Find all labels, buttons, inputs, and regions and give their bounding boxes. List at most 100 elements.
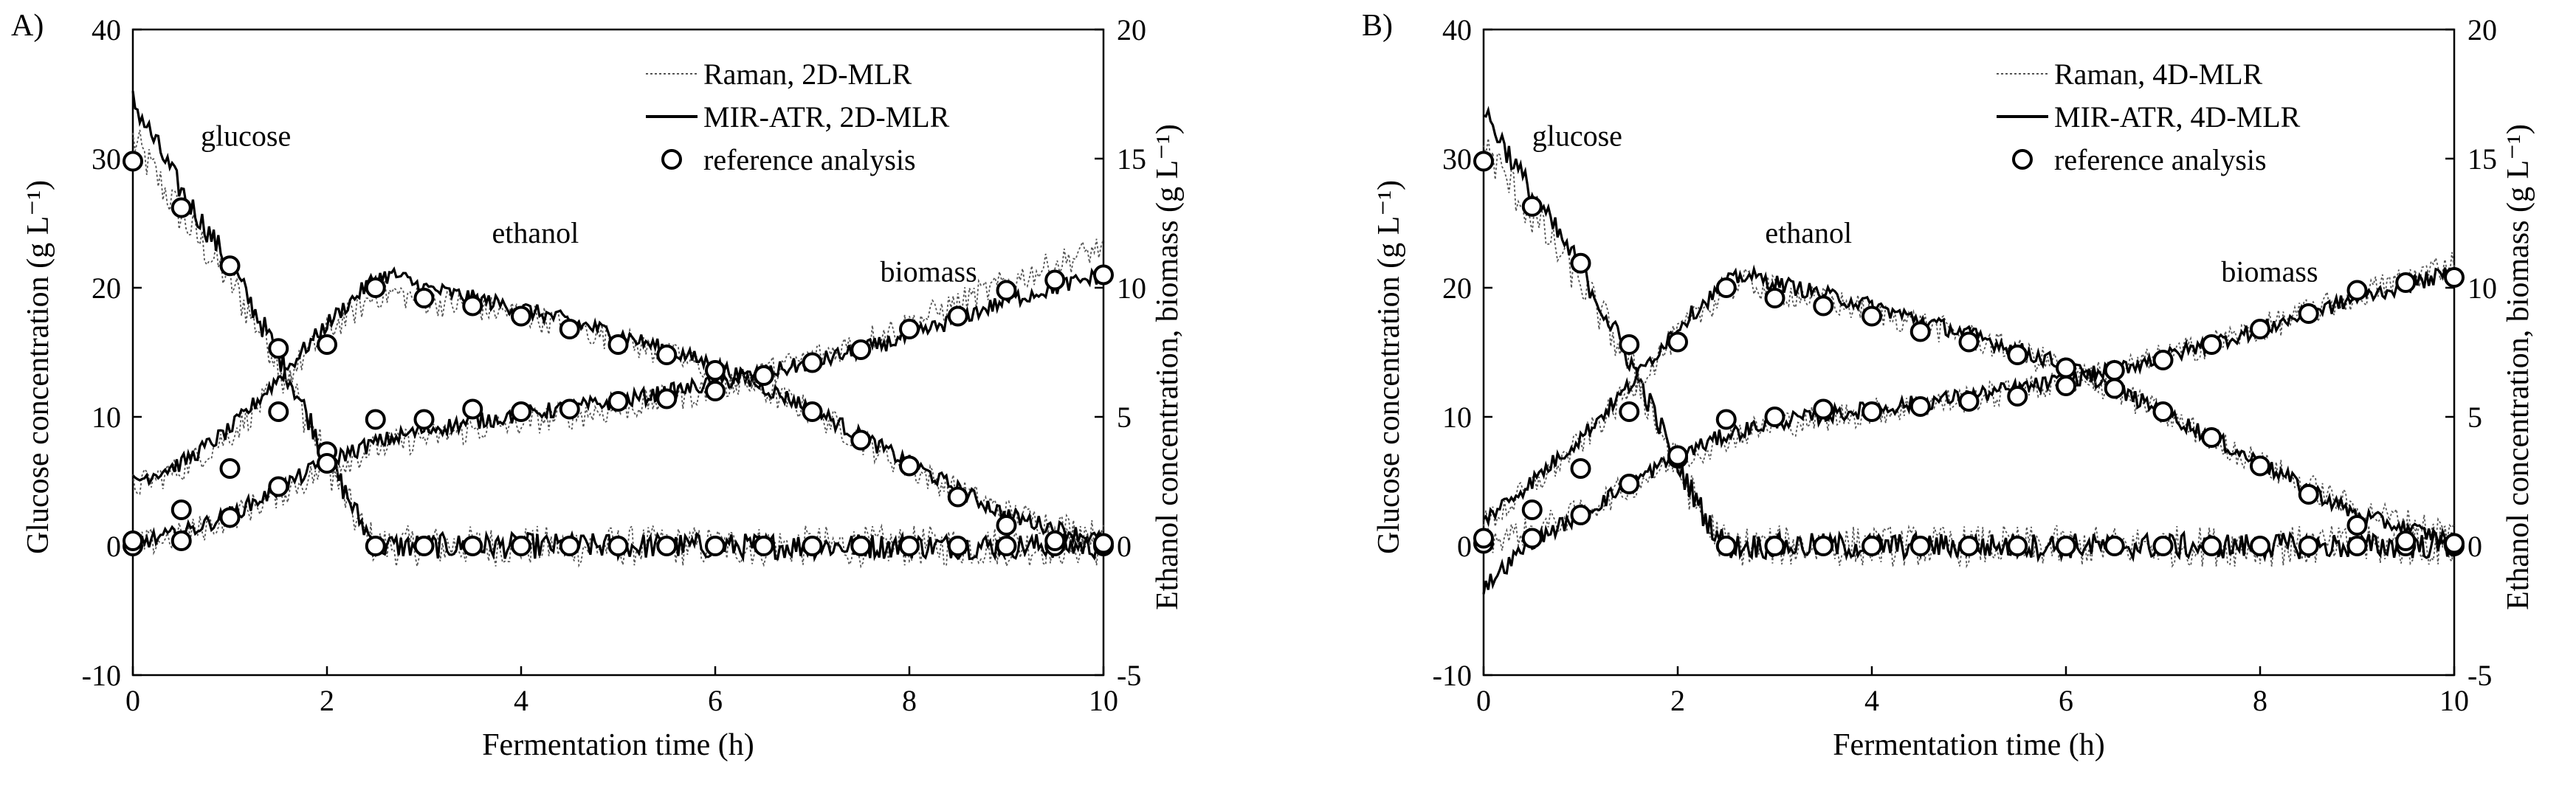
glucose-reference-point — [123, 151, 143, 172]
biomass-reference-point — [413, 409, 435, 430]
y-right-tick-label: -5 — [1117, 659, 1141, 692]
ethanol-reference-point — [511, 305, 531, 327]
glucose-reference-point — [996, 536, 1017, 556]
biomass-reference-point — [899, 319, 920, 339]
ethanol-reference-point — [899, 455, 920, 477]
legend: Raman, 2D-MLR MIR-ATR, 2D-MLR reference an… — [646, 58, 950, 176]
y-left-tick-label: 20 — [92, 272, 121, 305]
biomass-reference-point — [1958, 391, 1980, 412]
panel-label: B) — [1362, 9, 1393, 43]
biomass-reference-point — [2104, 360, 2125, 381]
biomass-reference-point — [1093, 264, 1114, 286]
glucose-reference-point — [171, 197, 192, 218]
biomass-reference-point — [511, 401, 531, 422]
y-right-tick-label: 20 — [1117, 13, 1146, 46]
ethanol-reference-point — [2250, 455, 2270, 477]
x-tick-label: 0 — [1476, 684, 1491, 717]
biomass-reference-point — [753, 365, 774, 386]
y-right-tick-label: 5 — [1117, 401, 1132, 434]
glucose-reference-point — [2250, 536, 2270, 556]
legend-mir-atr-label: MIR-ATR, 4D-MLR — [2054, 100, 2301, 134]
glucose-reference-point — [850, 536, 872, 556]
y-right-tick-label: 20 — [2467, 13, 2497, 46]
legend-reference-label: reference analysis — [2054, 143, 2267, 176]
x-axis-title: Fermentation time (h) — [1833, 728, 2105, 762]
biomass-reference-point — [171, 530, 192, 551]
biomass-reference-point — [462, 398, 483, 420]
glucose-raman-line — [132, 129, 1104, 569]
ethanol-reference-point — [1764, 288, 1785, 308]
ethanol-reference-point — [559, 319, 580, 339]
biomass-reference-point — [1813, 398, 1834, 420]
glucose-reference-point — [2152, 536, 2174, 556]
glucose-reference-point — [705, 536, 726, 556]
legend: Raman, 4D-MLR MIR-ATR, 4D-MLR reference an… — [1997, 58, 2301, 176]
ethanol-reference-point — [1044, 530, 1066, 551]
ethanol-reference-point — [2056, 357, 2076, 378]
y-left-tick-label: -10 — [82, 659, 121, 692]
ethanol-reference-point — [1619, 401, 1640, 422]
ethanol-reference-point — [2444, 533, 2465, 554]
plot-frame — [131, 28, 1105, 677]
y-right-tick-label: 15 — [1117, 142, 1146, 176]
glucose-reference-point — [1958, 536, 1980, 556]
glucose-reference-point — [899, 536, 920, 556]
glucose-reference-point — [1909, 536, 1931, 556]
ethanol-reference-point — [317, 334, 337, 355]
biomass-reference-point — [850, 339, 872, 360]
biomass-reference-point — [2201, 334, 2222, 355]
glucose-reference-point — [2104, 536, 2125, 556]
ethanol-reference-point — [413, 288, 435, 308]
biomass-reference-point — [219, 507, 241, 528]
glucose-reference-point — [1521, 196, 1543, 217]
ethanol-reference-point — [1958, 331, 1980, 353]
glucose-reference-point — [2007, 536, 2028, 556]
biomass-reference-point — [656, 388, 678, 409]
x-tick-label: 8 — [902, 684, 917, 717]
ethanol-reference-point — [1909, 321, 1931, 342]
annotation-glucose: glucose — [201, 120, 291, 153]
x-tick-label: 10 — [2439, 684, 2469, 717]
annotation-glucose: glucose — [1532, 120, 1622, 153]
y-left-axis-title: Glucose concentration (g L⁻¹) — [1372, 180, 1406, 554]
biomass-reference-point — [1619, 474, 1640, 494]
x-tick-label: 4 — [1864, 684, 1879, 717]
ethanol-reference-point — [219, 458, 241, 479]
y-left-tick-label: 40 — [92, 13, 121, 46]
glucose-reference-point — [2201, 536, 2222, 556]
biomass-reference-point — [268, 476, 289, 497]
biomass-reference-point — [996, 280, 1017, 301]
legend-raman-label: Raman, 4D-MLR — [2054, 58, 2263, 91]
legend-reference-label: reference analysis — [703, 143, 916, 176]
y-right-axis-title: Ethanol concentration, biomass (g L⁻¹) — [1151, 124, 1185, 610]
biomass-reference-point — [2007, 386, 2028, 407]
ethanol-reference-point — [2152, 401, 2174, 422]
biomass-reference-point — [2346, 280, 2368, 301]
glucose-reference-point — [1473, 151, 1494, 172]
biomass-reference-point — [2152, 350, 2174, 370]
ethanol-reference-point — [2007, 345, 2028, 365]
biomass-reference-point — [559, 398, 580, 420]
plot-frame — [1482, 28, 2456, 677]
biomass-reference-point — [947, 305, 968, 327]
x-axis-title: Fermentation time (h) — [482, 728, 754, 762]
biomass-reference-point — [1044, 269, 1066, 291]
glucose-reference-point — [413, 536, 435, 556]
annotation-ethanol: ethanol — [1765, 216, 1852, 249]
biomass-reference-point — [1521, 528, 1543, 549]
y-left-tick-label: 10 — [1442, 401, 1472, 434]
glucose-reference-point — [2298, 536, 2319, 556]
glucose-reference-point — [559, 536, 580, 556]
glucose-reference-point — [1862, 536, 1882, 556]
x-tick-label: 4 — [514, 684, 528, 717]
biomass-reference-point — [1764, 407, 1785, 427]
y-left-tick-label: -10 — [1433, 659, 1472, 692]
biomass-reference-point — [705, 381, 726, 401]
ethanol-reference-point — [1667, 331, 1688, 353]
y-right-tick-label: 10 — [2467, 272, 2497, 305]
glucose-reference-point — [802, 536, 823, 556]
x-tick-label: 0 — [125, 684, 140, 717]
biomass-reference-point — [1862, 401, 1882, 422]
y-right-tick-label: -5 — [2467, 659, 2492, 692]
